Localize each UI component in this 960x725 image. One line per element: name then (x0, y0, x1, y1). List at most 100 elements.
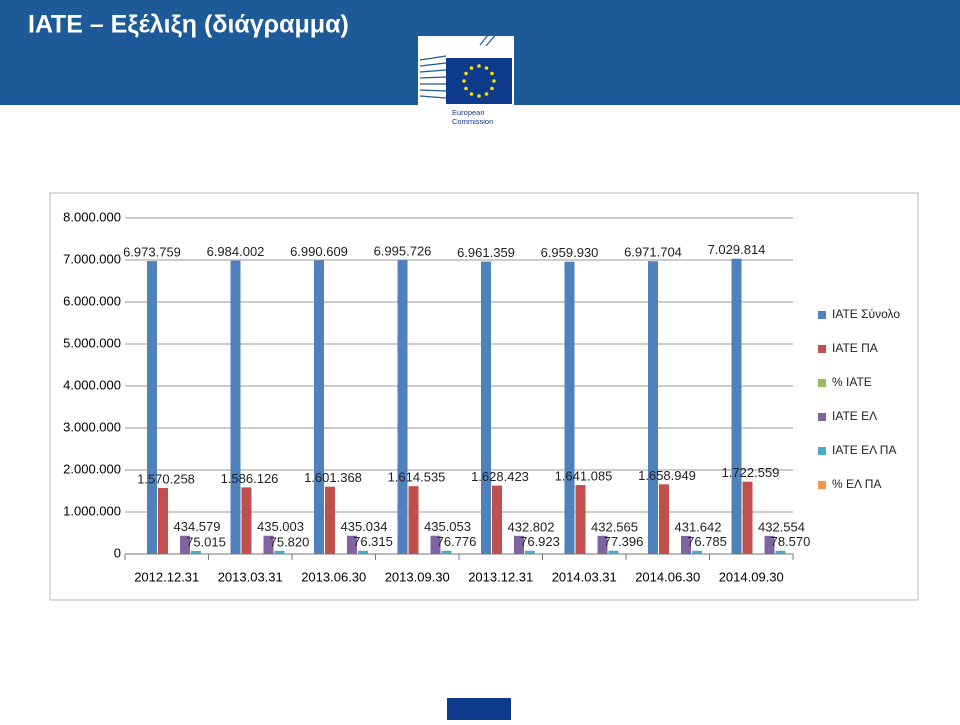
bar (597, 535, 608, 554)
bar (430, 535, 441, 554)
x-tick-label: 2014.03.31 (552, 569, 617, 584)
data-label: 6.984.002 (207, 244, 265, 259)
bar (347, 535, 357, 554)
bar (325, 486, 335, 554)
bar (314, 260, 324, 554)
footer-flag (447, 698, 511, 720)
bar (358, 550, 368, 554)
bar (692, 550, 702, 554)
legend-label: % ΙΑΤΕ (832, 375, 872, 389)
star (462, 79, 466, 83)
slide-title: ΙΑΤΕ – Εξέλιξη (διάγραμμα) (28, 11, 349, 39)
data-label: 6.959.930 (541, 245, 599, 260)
star (464, 86, 468, 91)
star (469, 66, 474, 70)
bar (564, 261, 575, 554)
legend-label: ΙΑΤΕ ΕΛ ΠΑ (832, 443, 896, 457)
legend-label: ΙΑΤΕ ΠΑ (832, 341, 878, 355)
star (484, 66, 489, 70)
logo-text: Commission (452, 117, 493, 126)
data-label: 1.722.559 (722, 465, 780, 480)
bar (681, 535, 691, 554)
bar (742, 481, 753, 554)
data-label: 76.923 (520, 534, 560, 549)
star (492, 79, 496, 83)
legend-swatch (818, 311, 826, 319)
logo: European Commission (418, 29, 591, 132)
legend-swatch (818, 413, 826, 421)
bar (775, 550, 786, 554)
data-label: 1.586.126 (221, 471, 279, 486)
legend-swatch (818, 345, 826, 353)
y-tick-label: 3.000.000 (63, 419, 121, 434)
legend-label: ΙΑΤΕ ΕΛ (832, 409, 877, 423)
bar (575, 485, 586, 554)
bar (408, 486, 419, 554)
y-tick-label: 4.000.000 (63, 377, 121, 392)
data-label: 432.554 (758, 519, 805, 534)
bar (158, 488, 168, 554)
y-tick-label: 6.000.000 (63, 293, 121, 308)
x-tick-label: 2014.09.30 (719, 569, 784, 584)
legend-swatch (818, 379, 826, 387)
data-label: 432.802 (508, 519, 555, 534)
x-tick-label: 2012.12.31 (134, 569, 199, 584)
data-label: 78.570 (771, 534, 811, 549)
bar (731, 258, 742, 554)
bar (525, 550, 535, 554)
x-tick-label: 2013.09.30 (385, 569, 450, 584)
y-tick-label: 1.000.000 (63, 503, 121, 518)
data-label: 76.785 (687, 534, 727, 549)
bar (481, 261, 491, 554)
data-label: 432.565 (591, 519, 638, 534)
bar (241, 487, 252, 554)
bar (147, 261, 157, 554)
data-label: 6.990.609 (290, 244, 348, 259)
data-label: 1.641.085 (555, 469, 613, 484)
bar (180, 535, 190, 554)
bar (514, 535, 524, 554)
data-label: 1.570.258 (137, 471, 195, 486)
y-tick-label: 5.000.000 (63, 335, 121, 350)
bar (441, 550, 452, 554)
chart: 0 1.000.000 2.000.000 3.000.000 4.000.000 5.0… (63, 209, 900, 584)
logo-text: European (452, 108, 485, 117)
data-label: 1.628.423 (471, 469, 529, 484)
y-tick-label: 0 (114, 545, 121, 560)
legend-swatch (818, 447, 826, 455)
data-label: 77.396 (604, 534, 644, 549)
y-tick-label: 2.000.000 (63, 461, 121, 476)
star (490, 86, 494, 91)
data-label: 1.601.368 (304, 470, 362, 485)
bar (397, 260, 408, 554)
star (477, 94, 481, 98)
star (490, 71, 494, 76)
data-label: 431.642 (675, 519, 722, 534)
data-label: 435.003 (257, 519, 304, 534)
bar (274, 550, 285, 554)
bar (191, 550, 201, 554)
bar (492, 485, 502, 554)
data-label: 6.973.759 (123, 245, 181, 260)
y-tick-label: 7.000.000 (63, 251, 121, 266)
star (484, 92, 489, 96)
x-tick-label: 2013.06.30 (301, 569, 366, 584)
data-label: 6.995.726 (374, 244, 432, 259)
y-tick-label: 8.000.000 (63, 209, 121, 224)
star (464, 71, 468, 76)
legend-label: % ΕΛ ΠΑ (832, 477, 881, 491)
bar (659, 484, 669, 554)
legend-swatch (818, 481, 826, 489)
data-label: 1.658.949 (638, 468, 696, 483)
bar (263, 535, 274, 554)
bar (648, 261, 658, 554)
x-tick-label: 2013.03.31 (218, 569, 283, 584)
x-tick-label: 2013.12.31 (468, 569, 533, 584)
data-label: 6.971.704 (624, 245, 682, 260)
data-label: 75.820 (270, 534, 310, 549)
data-label: 76.776 (437, 534, 477, 549)
data-label: 435.053 (424, 519, 471, 534)
data-label: 1.614.535 (388, 470, 446, 485)
star (469, 92, 474, 96)
